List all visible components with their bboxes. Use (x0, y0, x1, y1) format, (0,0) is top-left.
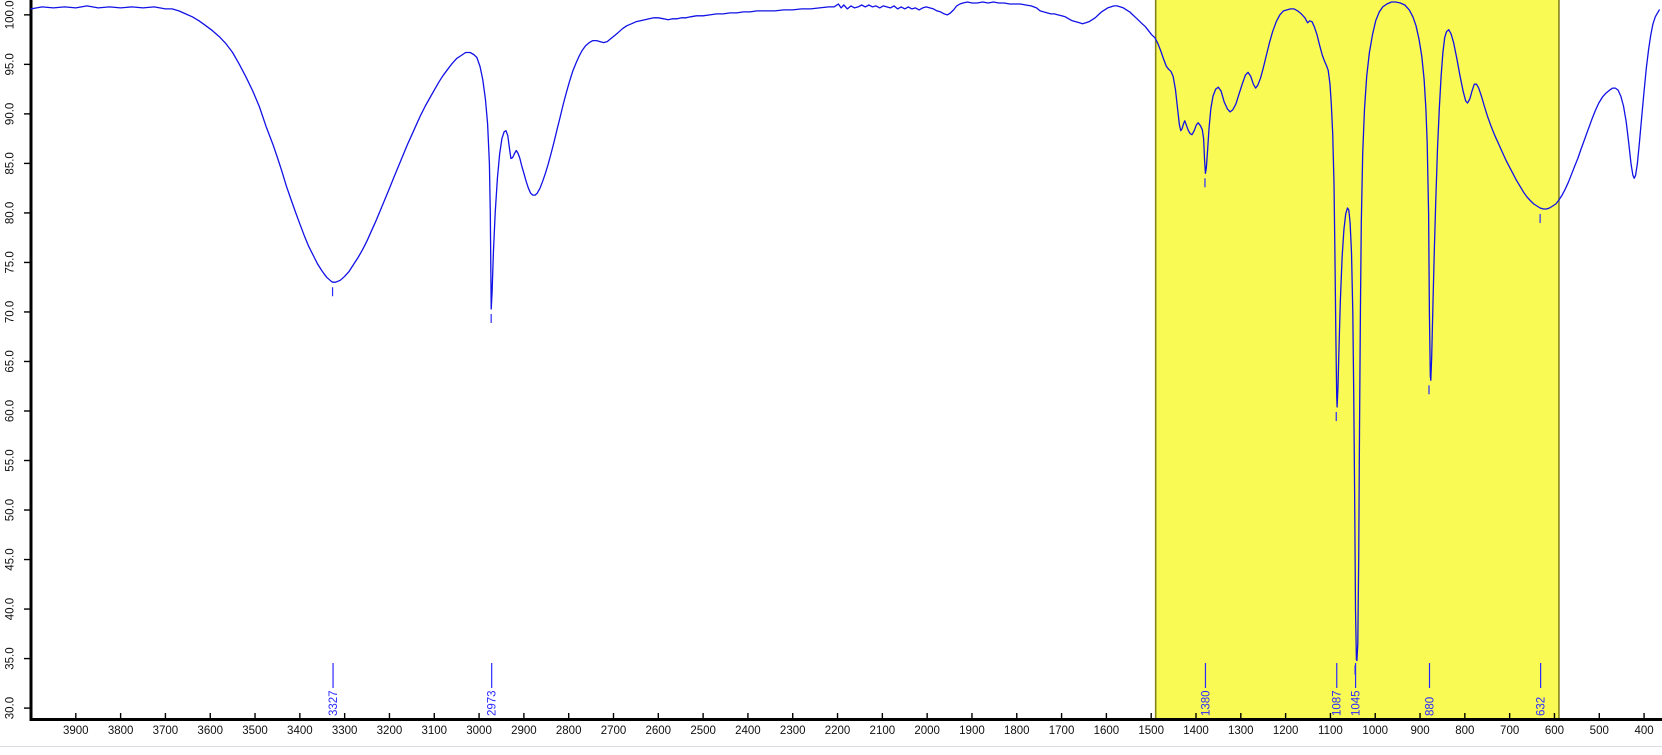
y-axis-tick-label: 100.0 (5, 0, 17, 29)
y-axis-line (29, 0, 33, 721)
x-axis-tick-label: 2600 (646, 725, 672, 737)
x-axis-tick-label: 1400 (1183, 725, 1209, 737)
x-axis-tick-label: 600 (1545, 725, 1564, 737)
spectrum-curve (30, 1, 1660, 662)
x-axis-tick-label: 3600 (197, 725, 223, 737)
x-axis-tick-label: 2300 (780, 725, 806, 737)
x-axis-tick-label: 800 (1455, 725, 1474, 737)
y-axis-tick-label: 55.0 (5, 449, 17, 471)
x-axis-tick-label: 2900 (511, 725, 537, 737)
x-axis-tick-label: 3300 (332, 725, 358, 737)
x-axis-tick-label: 2200 (825, 725, 851, 737)
x-axis-tick-label: 2800 (556, 725, 582, 737)
y-axis-tick-label: 65.0 (5, 350, 17, 372)
y-axis-tick-label: 70.0 (5, 301, 17, 323)
x-axis-tick-label: 400 (1634, 725, 1653, 737)
highlight-region (1154, 0, 1560, 718)
x-axis-tick-label: 2400 (735, 725, 761, 737)
x-axis-tick-label: 2100 (870, 725, 896, 737)
y-axis-tick-label: 35.0 (5, 647, 17, 669)
peak-label: 2973 (487, 690, 499, 716)
x-axis-tick-label: 1500 (1138, 725, 1164, 737)
y-axis-tick-label: 45.0 (5, 548, 17, 570)
x-axis-tick-label: 2000 (914, 725, 940, 737)
peak-annotations: 3327 2973 1380 1087 1045 880 632 (328, 178, 1548, 716)
x-axis-tick-label: 1300 (1228, 725, 1254, 737)
x-axis-tick-label: 3800 (108, 725, 134, 737)
peak-label: 1380 (1200, 690, 1212, 716)
x-axis-tick-label: 700 (1500, 725, 1519, 737)
x-axis-tick-label: 3000 (466, 725, 492, 737)
x-axis-line (29, 718, 1662, 721)
x-axis-tick-label: 1200 (1273, 725, 1299, 737)
y-axis-tick-label: 95.0 (5, 53, 17, 75)
y-axis-tick-label: 85.0 (5, 152, 17, 174)
x-axis-tick-label: 1600 (1094, 725, 1120, 737)
x-axis-tick-label: 3200 (377, 725, 403, 737)
axes (29, 0, 1662, 721)
y-axis-tick-label: 30.0 (5, 697, 17, 719)
x-axis-tick-label: 3100 (421, 725, 447, 737)
x-axis-tick-label: 2700 (601, 725, 627, 737)
x-axis-tick-label: 500 (1590, 725, 1609, 737)
x-axis-tick-label: 1800 (1004, 725, 1030, 737)
x-axis-tick-label: 3900 (63, 725, 89, 737)
x-axis-tick-label: 1000 (1362, 725, 1388, 737)
y-axis-tick-label: 75.0 (5, 251, 17, 273)
x-axis-tick-label: 3400 (287, 725, 313, 737)
x-axis-tick-label: 1700 (1049, 725, 1075, 737)
y-axis-tick-label: 50.0 (5, 499, 17, 521)
y-axis-tick-label: 80.0 (5, 202, 17, 224)
peak-label: 880 (1425, 697, 1437, 716)
peak-label: 3327 (328, 690, 340, 716)
y-axis-tick-label: 60.0 (5, 400, 17, 422)
y-axis-tick-label: 90.0 (5, 103, 17, 125)
x-axis-tick-label: 3500 (242, 725, 268, 737)
x-axis-ticks: 3900 3800 3700 3600 3500 3400 3300 3200 3100 3000… (63, 713, 1654, 737)
x-axis-tick-label: 2500 (690, 725, 716, 737)
y-axis-tick-label: 40.0 (5, 598, 17, 620)
x-axis-tick-label: 3700 (153, 725, 179, 737)
peak-label: 632 (1536, 697, 1548, 716)
peak-label: 1045 (1351, 690, 1363, 716)
x-axis-tick-label: 900 (1410, 725, 1429, 737)
x-axis-tick-label: 1100 (1318, 725, 1343, 737)
peak-label: 1087 (1332, 690, 1344, 716)
x-axis-tick-label: 1900 (959, 725, 985, 737)
y-axis-ticks: 30.0 35.0 40.0 45.0 50.0 55.0 60.0 65.0 70.0 75.0… (5, 0, 31, 719)
